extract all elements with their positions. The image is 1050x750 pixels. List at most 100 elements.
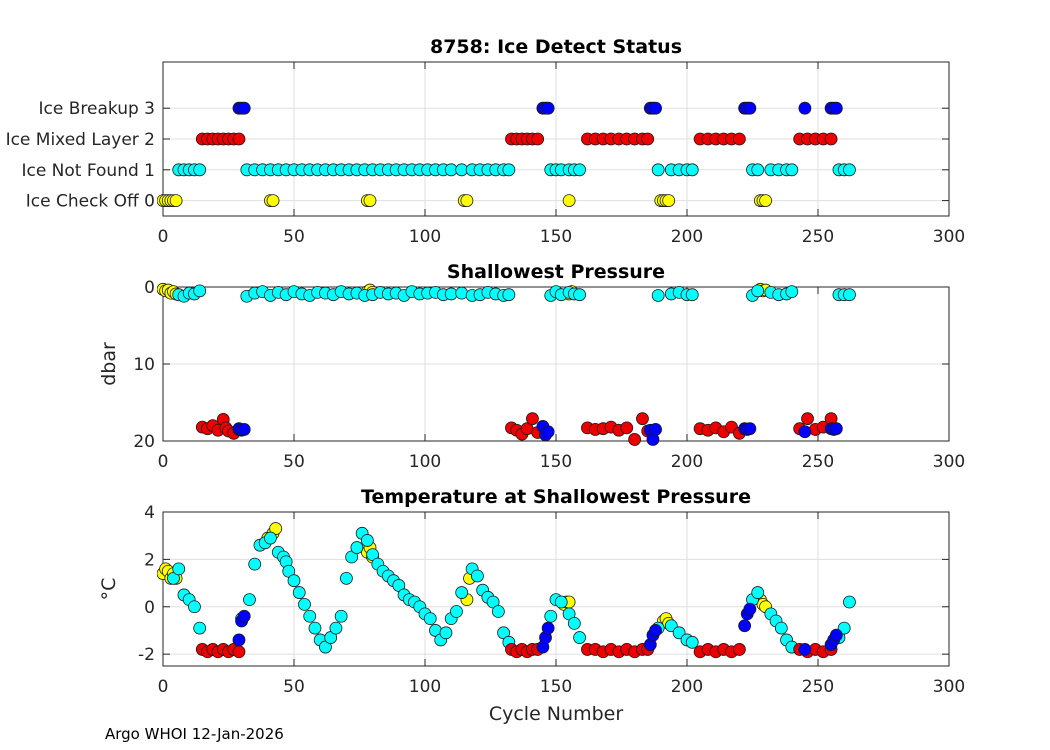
chart-1-point-status-2 [801, 412, 814, 426]
chart-0-point-status-2 [232, 132, 246, 146]
chart-2-point-status-3 [232, 633, 246, 647]
chart-0-point-status-1 [502, 163, 516, 177]
chart-2-point-status-1 [567, 616, 581, 630]
chart-0-point-status-3 [829, 101, 843, 115]
chart-0-point-status-0 [266, 194, 280, 208]
chart-2-point-status-1 [350, 541, 364, 554]
chart-2-point-status-1 [339, 571, 353, 585]
chart-2-point-status-1 [554, 595, 568, 609]
chart-1-point-status-2 [628, 433, 641, 446]
chart-0-point-status-0 [759, 194, 772, 208]
chart-1-y-tick-label: 0 [144, 278, 155, 298]
chart-2-point-status-1 [264, 531, 277, 545]
chart-2-point-status-1 [243, 593, 256, 607]
chart-2-y-tick-label: 4 [144, 503, 155, 523]
chart-2-x-tick-label: 100 [409, 677, 441, 697]
chart-2-point-status-1 [287, 574, 301, 588]
chart-1-point-status-1 [573, 288, 586, 302]
chart-2-point-status-1 [334, 609, 348, 623]
chart-1-title: Shallowest Pressure [447, 261, 665, 283]
chart-2-point-status-1 [360, 534, 374, 547]
chart-0-point-status-3 [237, 101, 251, 115]
chart-1-point-status-3 [743, 422, 757, 436]
chart-2-point-status-3 [738, 619, 752, 633]
chart-2-x-tick-label: 250 [802, 677, 834, 697]
chart-1-point-status-3 [829, 422, 843, 436]
chart-0-point-status-1 [573, 163, 586, 177]
chart-2-point-status-1 [329, 621, 343, 635]
chart-2-point-status-3 [237, 609, 251, 623]
chart-2-x-tick-label: 150 [540, 677, 572, 697]
chart-2-x-tick-label: 300 [933, 677, 965, 697]
chart-0-title: 8758: Ice Detect Status [430, 36, 682, 58]
chart-0-x-tick-label: 250 [802, 227, 834, 247]
chart-0-point-status-0 [662, 194, 676, 208]
chart-2-point-status-1 [292, 586, 306, 599]
chart-1-x-tick-label: 150 [540, 452, 572, 472]
chart-2-point-status-1 [751, 586, 765, 599]
chart-1-point-status-3 [237, 423, 251, 436]
chart-0-point-status-3 [541, 101, 555, 115]
chart-1-point-status-2 [526, 412, 539, 426]
chart-2-point-status-1 [193, 621, 207, 635]
chart-2-point-status-1 [685, 635, 699, 649]
chart-1-point-status-2 [636, 412, 649, 426]
chart-2-y-tick-label: -2 [138, 645, 155, 665]
chart-0-point-status-3 [798, 101, 812, 115]
chart-2-point-status-1 [470, 569, 484, 583]
chart-2-point-status-1 [450, 605, 463, 618]
chart-2-point-status-3 [798, 643, 812, 656]
chart-0-y-tick-label: Ice Mixed Layer 2 [6, 130, 155, 150]
chart-0-point-status-2 [824, 132, 838, 146]
chart-2-x-tick-label: 50 [283, 677, 305, 697]
chart-0-point-status-1 [843, 163, 856, 177]
chart-0-point-status-3 [649, 101, 662, 115]
chart-1-x-tick-label: 250 [802, 452, 834, 472]
chart-2-point-status-1 [298, 598, 311, 611]
chart-2-point-status-1 [774, 621, 788, 635]
chart-1-x-tick-label: 0 [158, 452, 169, 472]
chart-2-point-status-1 [455, 586, 469, 599]
chart-0-point-status-2 [733, 132, 746, 146]
chart-0-point-status-1 [751, 163, 765, 177]
chart-0-point-status-3 [743, 101, 757, 115]
chart-0-point-status-1 [685, 163, 699, 177]
shallowest-pressure-panel: 0 50 100 150 200 250 300 0 10 20 Shallowest Pressu… [98, 261, 965, 472]
chart-1-x-tick-label: 100 [409, 452, 441, 472]
chart-2-point-status-2 [232, 645, 246, 659]
chart-0-y-tick-label: Ice Breakup 3 [39, 99, 156, 119]
chart-0-x-tick-label: 300 [933, 227, 965, 247]
chart-2-point-status-3 [649, 624, 662, 637]
chart-2-x-axis-label: Cycle Number [489, 703, 623, 725]
chart-2-point-status-1 [172, 562, 186, 576]
chart-1-y-tick-label: 10 [133, 355, 155, 375]
chart-1-x-tick-label: 50 [283, 452, 305, 472]
chart-2-x-tick-label: 200 [671, 677, 703, 697]
chart-0-x-tick-label: 50 [283, 227, 305, 247]
chart-2-title: Temperature at Shallowest Pressure [361, 486, 751, 508]
chart-2-point-status-1 [843, 595, 856, 609]
chart-2-point-status-3 [743, 602, 757, 616]
chart-0-point-status-0 [562, 194, 576, 208]
chart-0-x-tick-label: 100 [409, 227, 441, 247]
chart-1-point-status-1 [455, 286, 469, 300]
chart-2-point-status-3 [829, 628, 843, 642]
chart-2-y-tick-label: 2 [144, 550, 155, 570]
chart-2-point-status-1 [491, 605, 505, 618]
chart-2-point-status-1 [303, 609, 317, 623]
chart-2-x-tick-label: 0 [158, 677, 169, 697]
chart-2-y-axis-label: °C [98, 578, 120, 601]
chart-1-point-status-1 [843, 288, 856, 302]
footer-credit: Argo WHOI 12-Jan-2026 [105, 725, 284, 743]
chart-1-point-status-1 [502, 288, 516, 302]
chart-2-points [157, 522, 856, 659]
chart-1-y-axis-label: dbar [98, 342, 120, 386]
chart-1-x-tick-label: 200 [671, 452, 703, 472]
chart-1-y-tick-label: 20 [133, 432, 155, 452]
chart-0-x-tick-label: 200 [671, 227, 703, 247]
chart-1-point-status-3 [798, 425, 812, 439]
chart-2-y-tick-label: 0 [144, 598, 155, 618]
chart-1-point-status-3 [541, 425, 555, 439]
chart-1-point-status-1 [685, 288, 699, 302]
